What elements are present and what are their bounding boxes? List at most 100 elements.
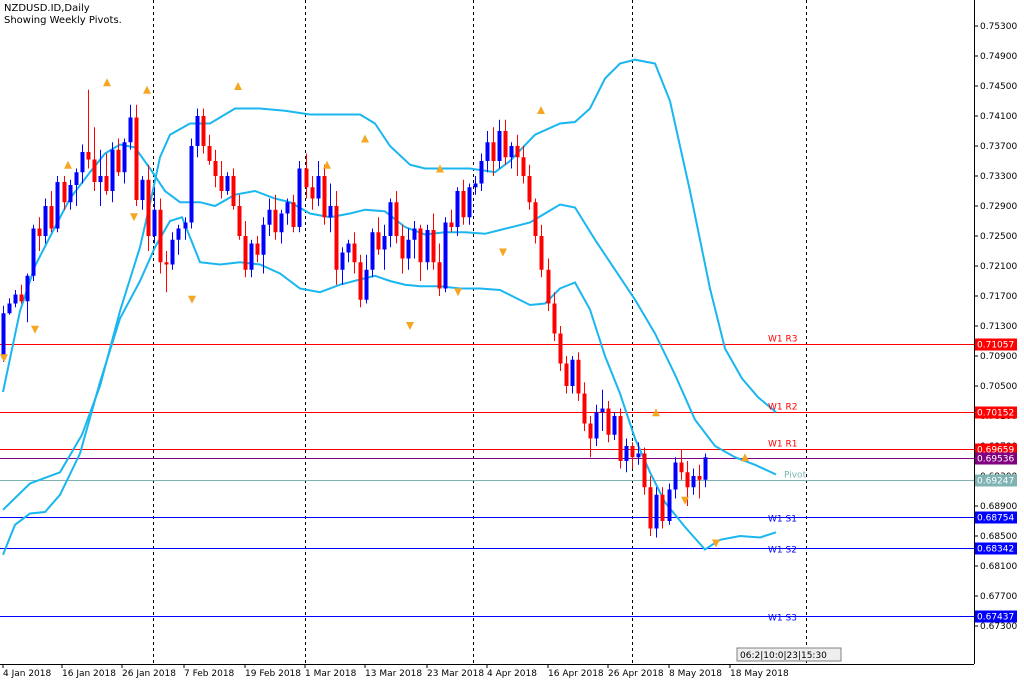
fractal-up-marker [436, 164, 444, 173]
candle-body [37, 228, 42, 236]
candle-body [412, 228, 417, 240]
candle-body [225, 176, 230, 191]
chart-symbol-title: NZDUSD.ID,Daily [4, 3, 90, 14]
candle-body [43, 206, 48, 236]
candle-body [624, 446, 629, 461]
candle-body [552, 303, 557, 334]
level-name: W1 S1 [768, 515, 797, 525]
fractal-down-marker [406, 322, 414, 330]
candle-body [479, 161, 484, 184]
y-tick-label: 0.68500 [980, 532, 1017, 542]
x-tick-label: 4 Jan 2018 [3, 669, 51, 679]
x-tick-label: 23 Mar 2018 [427, 669, 484, 679]
candle-body [703, 457, 708, 480]
candle-body [642, 453, 647, 488]
candle-body [660, 494, 665, 521]
candle-body [679, 462, 684, 473]
candle-body [116, 149, 121, 173]
candle-body [297, 168, 302, 227]
candle-body [455, 191, 460, 227]
candle-body [122, 142, 127, 173]
candle-body [310, 187, 315, 199]
candle-body [80, 152, 85, 173]
fractal-down-marker [499, 248, 507, 257]
candle-body [382, 236, 387, 250]
candle-body [691, 476, 696, 488]
level-price: 0.68342 [977, 545, 1014, 555]
x-tick-label: 26 Jan 2018 [122, 669, 176, 679]
y-axis-ticks: 0.75300 0.74900 0.74500 0.74100 0.73700 0.733… [974, 22, 1017, 632]
y-tick-label: 0.72500 [980, 232, 1017, 242]
candle-body [437, 262, 442, 289]
candle-body [340, 252, 345, 270]
candle-body [146, 179, 151, 236]
fractal-down-marker [712, 539, 720, 548]
candle-body [273, 209, 278, 233]
fractals [0, 78, 749, 548]
pivot-lines [0, 344, 974, 617]
candle-body [654, 494, 659, 529]
y-tick-label: 0.74500 [980, 82, 1017, 92]
candle-body [255, 243, 260, 255]
candle-body [364, 269, 369, 300]
x-tick-label: 19 Feb 2018 [245, 669, 301, 679]
candle-body [588, 423, 593, 439]
candle-body [328, 206, 333, 218]
x-tick-label: 16 Apr 2018 [548, 669, 604, 679]
candle-body [606, 408, 611, 435]
candle-body [92, 159, 97, 182]
level-price-box [975, 406, 1017, 419]
candle-body [25, 275, 30, 302]
fractal-up-marker [234, 82, 242, 90]
candle-body [600, 408, 605, 413]
fractal-down-marker [188, 295, 196, 304]
y-tick-label: 0.75300 [980, 22, 1017, 32]
y-tick-label: 0.68100 [980, 562, 1017, 572]
candle-body [618, 416, 623, 461]
candle-body [667, 489, 672, 521]
level-price: 0.70152 [977, 409, 1014, 419]
candle-body [376, 232, 381, 250]
candle-body [140, 179, 145, 200]
candle-body [170, 239, 175, 265]
candle-body [31, 228, 36, 276]
candle-body [189, 146, 194, 223]
candle-body [697, 476, 702, 480]
y-tick-label: 0.72100 [980, 262, 1017, 272]
candle-body [546, 269, 551, 304]
candle-body [110, 149, 115, 191]
candle-body [564, 363, 569, 386]
x-tick-label: 16 Jan 2018 [62, 669, 116, 679]
candle-body [485, 142, 490, 161]
candle-body [570, 359, 575, 386]
candle-body [685, 472, 690, 488]
x-tick-label: 8 May 2018 [669, 669, 722, 679]
y-tick-label: 0.74100 [980, 112, 1017, 122]
fractal-up-marker [741, 453, 749, 462]
candle-body [285, 202, 290, 214]
candle-body [636, 453, 641, 458]
fractal-up-marker [537, 106, 545, 114]
candle-body [158, 209, 163, 263]
level-name: W1 R1 [768, 440, 797, 450]
candle-body [594, 412, 599, 439]
candle-body [183, 222, 188, 229]
fractal-down-marker [130, 213, 138, 222]
time-panel: 06:2|10:0|23|15:30 [736, 647, 842, 662]
candle-body [334, 206, 339, 270]
y-tick-label: 0.67700 [980, 592, 1017, 602]
x-tick-label: 13 Mar 2018 [365, 669, 422, 679]
candle-body [316, 176, 321, 199]
candle-body [62, 182, 67, 203]
candle-body [673, 462, 678, 490]
candle-body [237, 206, 242, 236]
candle-body [509, 146, 514, 158]
y-tick-label: 0.72900 [980, 202, 1017, 212]
fractal-up-marker [361, 134, 369, 143]
level-price-box [975, 338, 1017, 351]
candle-body [388, 202, 393, 236]
candle-body [231, 176, 236, 206]
fractal-up-marker [323, 160, 331, 169]
y-tick-label: 0.67300 [980, 622, 1017, 632]
